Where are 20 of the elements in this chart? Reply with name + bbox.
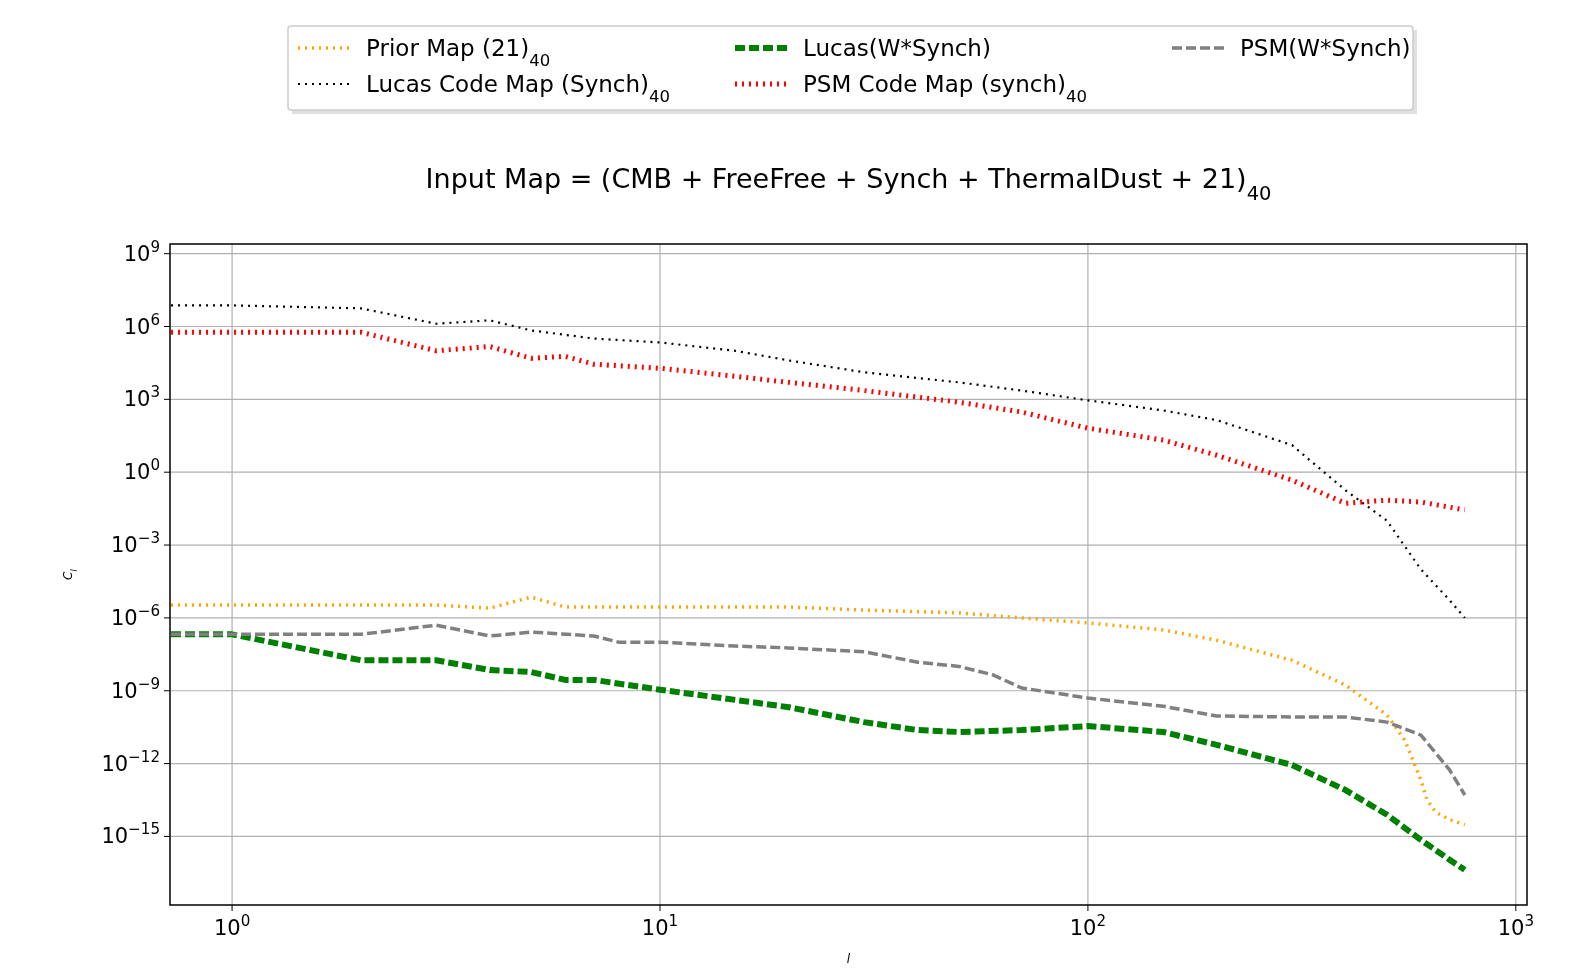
legend-label: Lucas Code Map (Synch)$_{40}$ [366,71,671,106]
x-tick-label: 10$^{3}$ [1497,912,1534,940]
y-tick-label: 10$^{6}$ [123,310,160,339]
y-tick-label: 10$^{9}$ [123,237,160,266]
y-tick-label: 10$^{−6}$ [110,601,160,630]
y-tick-label: 10$^{−12}$ [101,747,160,776]
legend-label: PSM(W*Synch) [1240,35,1411,61]
y-tick-label: 10$^{−3}$ [110,529,160,558]
y-tick-label: 10$^{0}$ [123,456,160,485]
y-tick-label: 10$^{3}$ [123,383,160,412]
chart-title: Input Map = (CMB + FreeFree + Synch + ThermalDust + 21)$_{40}$ [425,163,1272,205]
x-axis-title: l [846,952,851,966]
x-tick-label: 10$^{0}$ [213,912,251,940]
y-tick-label: 10$^{−9}$ [110,674,160,703]
x-tick-label: 10$^{2}$ [1069,912,1107,940]
legend-label: Lucas(W*Synch) [803,35,991,61]
x-tick-label: 10$^{1}$ [641,912,679,940]
legend-label: Prior Map (21)$_{40}$ [366,35,551,70]
legend-label: PSM Code Map (synch)$_{40}$ [803,71,1088,106]
y-tick-label: 10$^{−15}$ [101,820,160,849]
